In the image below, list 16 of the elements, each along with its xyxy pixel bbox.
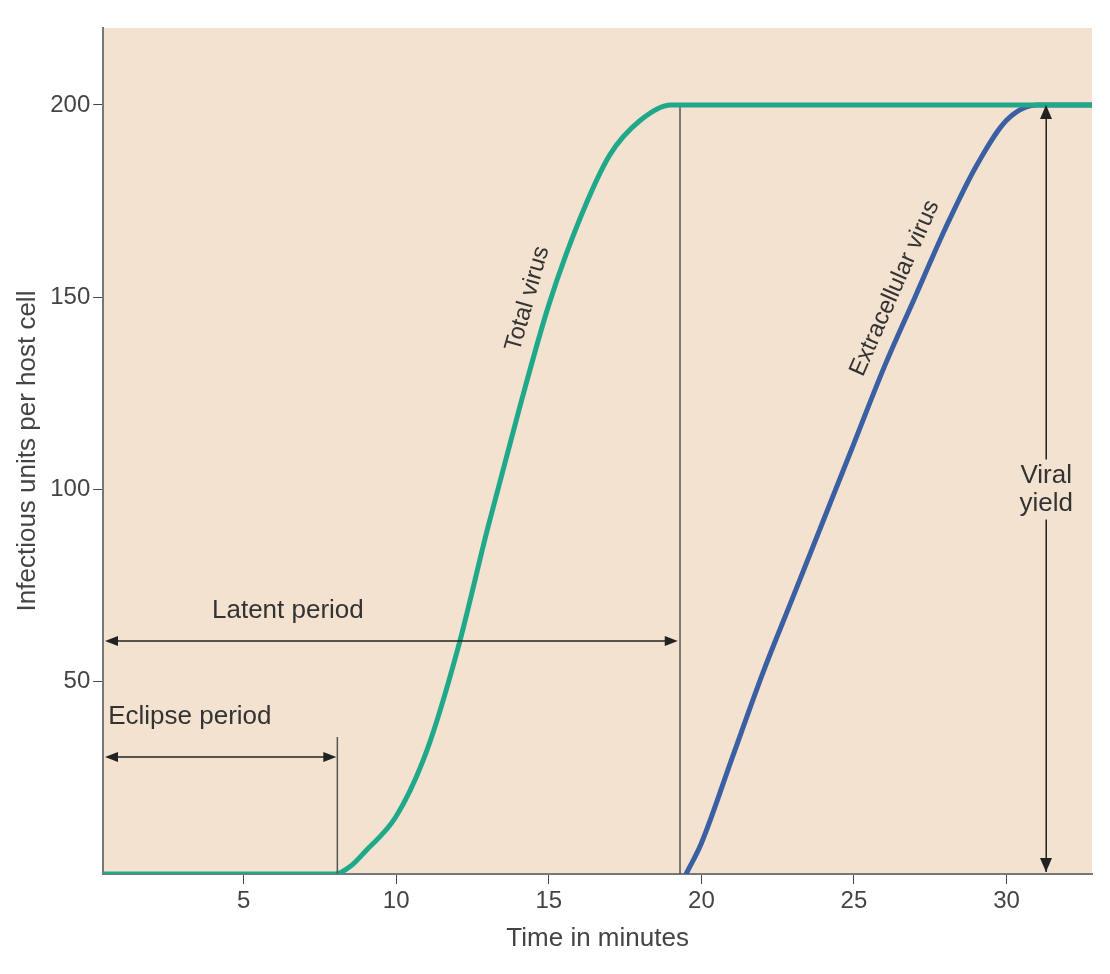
- x-axis-title: Time in minutes: [506, 921, 689, 952]
- text: Total virus: [498, 242, 554, 354]
- x-tick-label: 30: [993, 886, 1020, 914]
- x-tick-label: 5: [236, 886, 251, 914]
- ref-line-label: Viral yield: [1019, 458, 1073, 517]
- annotation: Eclipse period: [108, 700, 272, 731]
- y-tick-label: 150: [50, 281, 91, 309]
- x-tick-label: 15: [535, 886, 563, 914]
- x-tick-label: 25: [840, 886, 868, 914]
- annotation: Latent period: [212, 594, 364, 625]
- y-tick-label: 200: [50, 89, 91, 117]
- x-tick-label: 20: [688, 886, 715, 914]
- x-tick-label: 10: [382, 886, 410, 914]
- y-tick-label: 50: [63, 666, 91, 694]
- y-axis-title: Infectious units per host cell: [10, 290, 41, 612]
- y-tick-label: 100: [50, 474, 91, 502]
